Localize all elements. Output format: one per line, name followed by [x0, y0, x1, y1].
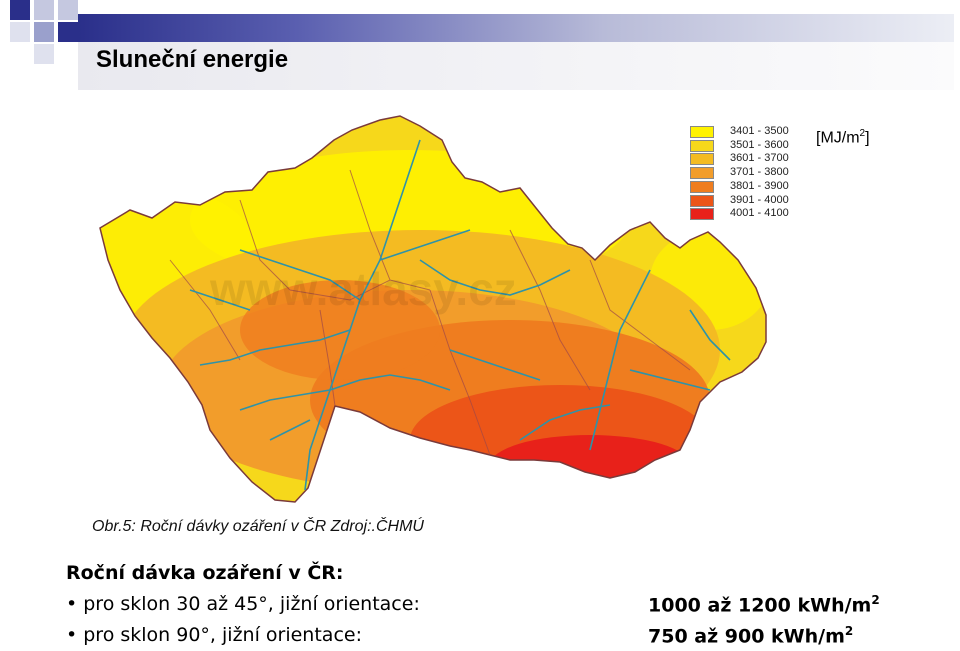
- region-borders: [169, 169, 691, 456]
- solar-irradiation-map: www.atlasy.cz: [90, 110, 810, 510]
- legend-item: 3901 - 4000: [690, 194, 789, 207]
- summary-value: 1000 až 1200 kWh/m2: [648, 593, 880, 617]
- legend-label: 3901 - 4000: [730, 193, 789, 206]
- legend-label: 3701 - 3800: [730, 166, 789, 179]
- legend-item: 4001 - 4100: [690, 207, 789, 221]
- decor-square: [34, 0, 54, 20]
- summary-bullet: • pro sklon 90°, jižní orientace:: [66, 624, 362, 646]
- title-band: [78, 42, 954, 90]
- legend-label: 3501 - 3600: [730, 138, 789, 151]
- legend-label: 3801 - 3900: [730, 179, 789, 192]
- legend-unit: [MJ/m2]: [816, 128, 870, 147]
- map-svg: www.atlasy.cz: [99, 115, 767, 503]
- legend-item: 3701 - 3800: [690, 166, 789, 180]
- header-gradient-bar: [78, 14, 954, 42]
- legend-swatch: [690, 126, 714, 138]
- country-border: [99, 115, 767, 503]
- legend-swatch: [690, 153, 714, 166]
- summary-bullet: • pro sklon 30 až 45°, jižní orientace:: [66, 593, 420, 615]
- slide-title: Sluneční energie: [96, 46, 289, 73]
- legend-swatch: [690, 180, 714, 193]
- legend-swatch: [690, 139, 714, 152]
- summary-value: 750 až 900 kWh/m2: [648, 624, 854, 648]
- legend-swatch: [690, 208, 714, 221]
- map-watermark: www.atlasy.cz: [209, 263, 517, 315]
- legend-item: 3401 - 3500: [690, 125, 789, 138]
- legend-item: 3501 - 3600: [690, 139, 789, 152]
- decor-square: [58, 0, 78, 20]
- summary-heading: Roční dávka ozáření v ČR:: [66, 562, 344, 584]
- rivers: [189, 139, 731, 491]
- decor-square: [58, 22, 78, 42]
- legend-swatch: [690, 167, 714, 180]
- decor-square: [10, 22, 30, 42]
- legend-label: 3601 - 3700: [730, 152, 789, 165]
- figure-caption: Obr.5: Roční dávky ozáření v ČR Zdroj:.Č…: [92, 518, 424, 535]
- decor-square: [10, 0, 30, 20]
- legend-label: 3401 - 3500: [730, 125, 789, 137]
- decor-square: [34, 22, 54, 42]
- legend-swatch: [690, 194, 714, 207]
- legend-item: 3801 - 3900: [690, 180, 789, 193]
- legend-label: 4001 - 4100: [730, 207, 789, 220]
- legend-item: 3601 - 3700: [690, 152, 789, 166]
- decor-square: [34, 44, 54, 64]
